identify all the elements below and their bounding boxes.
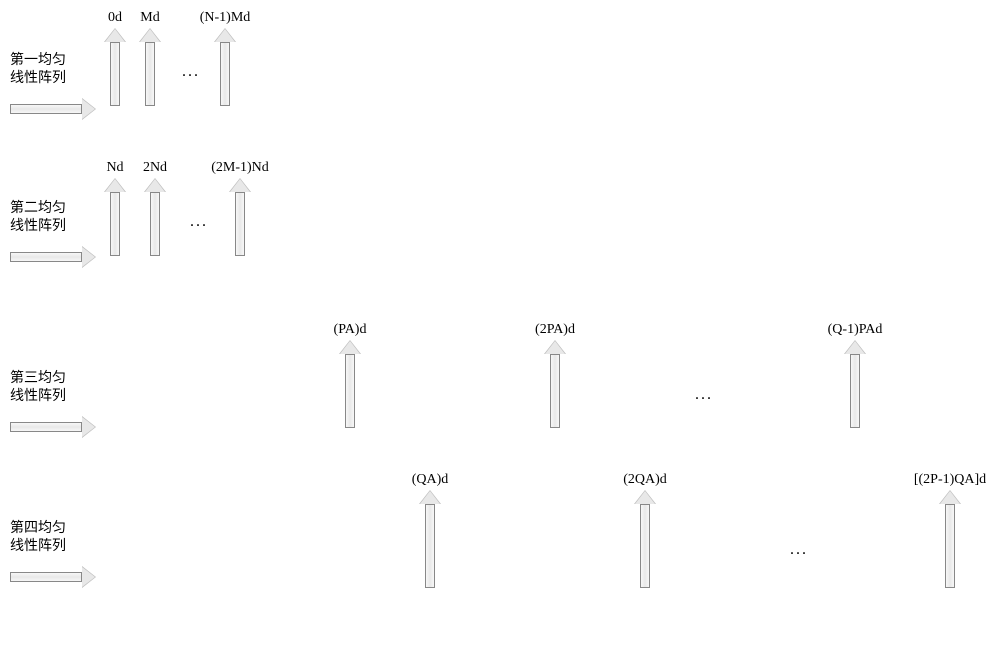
row4-element-label-1: (2QA)d [623,472,667,488]
row3-label-line2: 线性阵列 [10,388,85,406]
row1-element-arrow-1 [141,28,159,106]
row2-element-label-0: Nd [106,160,123,176]
row4-element-label-2: [(2P-1)QA]d [914,472,986,488]
row3-element-arrow-2 [846,340,864,428]
row3-element-arrow-1 [546,340,564,428]
row4-element-label-0: (QA)d [412,472,449,488]
row4-element-arrow-0 [421,490,439,588]
row2-element-label-2: (2M-1)Nd [211,160,269,176]
row1-element-arrow-0 [106,28,124,106]
row3-element-label-1: (2PA)d [535,322,575,338]
row1-element-label-1: Md [140,10,159,26]
row1-label-line2: 线性阵列 [10,70,85,88]
row2-pointer-arrow [10,248,96,266]
row2-element-arrow-1 [146,178,164,256]
row2-element-label-1: 2Nd [143,160,167,176]
row1-pointer-arrow [10,100,96,118]
row1-element-label-0: 0d [108,10,122,26]
row2-element-arrow-2 [231,178,249,256]
row2-element-arrow-0 [106,178,124,256]
row3-ellipsis: ... [695,386,713,404]
row3-pointer-arrow [10,418,96,436]
row2-ellipsis: ... [190,213,208,231]
row4-element-arrow-2 [941,490,959,588]
row3-label: 第三均匀线性阵列 [10,370,85,406]
row1-element-label-2: (N-1)Md [200,10,251,26]
row3-element-label-2: (Q-1)PAd [828,322,883,338]
row3-label-line1: 第三均匀 [10,370,85,388]
row4-label-line1: 第四均匀 [10,520,85,538]
row2-label-line1: 第二均匀 [10,200,85,218]
row4-pointer-arrow [10,568,96,586]
row4-ellipsis: ... [790,541,808,559]
row4-label-line2: 线性阵列 [10,538,85,556]
row1-label-line1: 第一均匀 [10,52,85,70]
row4-label: 第四均匀线性阵列 [10,520,85,556]
row1-element-arrow-2 [216,28,234,106]
row1-ellipsis: ... [182,63,200,81]
row3-element-arrow-0 [341,340,359,428]
row4-element-arrow-1 [636,490,654,588]
row2-label: 第二均匀线性阵列 [10,200,85,236]
row2-label-line2: 线性阵列 [10,218,85,236]
row1-label: 第一均匀线性阵列 [10,52,85,88]
row3-element-label-0: (PA)d [334,322,367,338]
